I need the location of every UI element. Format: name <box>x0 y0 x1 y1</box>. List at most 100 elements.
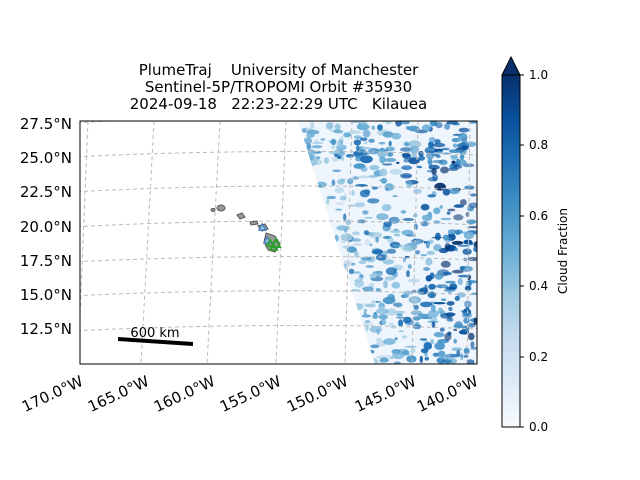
cloud-cell <box>398 330 405 333</box>
cloud-cell <box>359 189 370 198</box>
cloud-cell <box>364 239 371 246</box>
cloud-cell <box>424 356 429 361</box>
cloud-cell <box>388 140 392 147</box>
cloud-cell <box>428 283 436 290</box>
cloud-cell <box>442 188 451 196</box>
cloud-cell <box>371 186 378 190</box>
cloud-cell <box>343 213 347 221</box>
cloud-cell <box>379 168 388 177</box>
cloud-cell <box>416 165 423 169</box>
cloud-cell <box>335 202 346 206</box>
cloud-cell <box>401 335 408 339</box>
cloud-cell <box>420 301 433 308</box>
cloud-cell <box>413 223 418 230</box>
cloud-cell <box>369 232 383 239</box>
colorbar-tick-0-0: 0.0 <box>529 420 549 434</box>
lat-label-15-0: 15.0°N <box>19 286 72 304</box>
cloud-cell <box>392 351 405 360</box>
cloud-cell <box>438 307 443 314</box>
haleakala-volcano-icon <box>257 222 268 231</box>
cloud-cell <box>470 346 477 350</box>
cloud-cell <box>459 266 465 271</box>
cloud-cell <box>442 234 450 241</box>
cloud-cell <box>454 247 458 252</box>
cloud-cell <box>447 208 456 212</box>
cloud-cell <box>385 267 397 276</box>
cloud-cell <box>405 143 409 146</box>
cloud-cell <box>425 275 432 282</box>
cloud-cell <box>339 195 347 201</box>
cloud-cell <box>334 123 341 132</box>
cloud-cell <box>452 143 458 148</box>
cloud-cell <box>419 338 428 341</box>
cloud-cell <box>446 211 451 215</box>
cloud-cell <box>426 170 433 173</box>
cloud-cell <box>306 132 315 138</box>
cloud-cell <box>415 250 421 255</box>
colorbar-tick-0-2: 0.2 <box>529 350 549 364</box>
cloud-cell <box>352 242 363 247</box>
cloud-cell <box>378 305 385 314</box>
cloud-cell <box>369 273 377 279</box>
cloud-cell <box>325 122 333 130</box>
cloud-cell <box>434 182 446 191</box>
volcano-markers <box>257 222 282 251</box>
cloud-cell <box>450 154 459 159</box>
cloud-cell <box>371 125 376 130</box>
cloud-cell <box>423 240 428 244</box>
cloud-cell <box>372 314 379 320</box>
cloud-cell <box>411 151 417 159</box>
cloud-cell <box>389 229 401 234</box>
cloud-cell <box>427 177 438 182</box>
cloud-cell <box>383 221 392 228</box>
cloud-cell <box>460 353 464 361</box>
cloud-cell <box>393 302 403 307</box>
cloud-cell <box>362 129 371 138</box>
cloud-cell <box>347 178 354 185</box>
cloud-cell <box>338 150 346 156</box>
cloud-cell <box>453 214 464 221</box>
cloud-cell <box>463 354 469 358</box>
cloud-cell <box>365 303 377 308</box>
cloud-cell <box>467 205 474 212</box>
cloud-cell <box>466 219 477 225</box>
lat-label-25-0: 25.0°N <box>19 149 72 167</box>
cloud-cell <box>353 271 361 274</box>
cloud-cell <box>466 359 475 364</box>
gridlines <box>80 121 477 364</box>
cloud-cell <box>360 256 373 261</box>
cloud-cell <box>355 156 362 162</box>
cloud-cell <box>408 157 420 165</box>
cloud-cell <box>354 279 365 288</box>
cloud-cell <box>418 150 424 157</box>
cloud-cell <box>383 280 388 289</box>
hualalai-volcano-icon <box>265 238 276 247</box>
cloud-cell <box>419 316 433 320</box>
cloud-cell <box>312 141 324 145</box>
cloud-cell <box>406 355 417 363</box>
cloud-cell <box>453 338 458 344</box>
cloud-cell <box>431 321 436 329</box>
cloud-cell <box>362 152 370 155</box>
cloud-cell <box>368 147 380 155</box>
cloud-cell <box>451 160 456 164</box>
cloud-cell <box>446 318 454 322</box>
cloud-cell <box>414 321 420 326</box>
colorbar-tick-marks <box>520 74 524 428</box>
cloud-cell <box>365 265 374 268</box>
map-area <box>80 121 477 364</box>
cloud-cell <box>368 138 375 143</box>
cloud-cell <box>352 231 360 236</box>
cloud-cell <box>426 152 435 160</box>
niihau-island <box>210 208 216 212</box>
cloud-cell <box>382 163 393 166</box>
molokai-island <box>249 220 259 226</box>
cloud-cell <box>420 203 430 211</box>
colorbar-label: Cloud Fraction <box>556 208 570 294</box>
cloud-cell <box>324 157 329 164</box>
cloud-cell <box>388 216 400 224</box>
cloud-cell <box>433 207 441 215</box>
cloud-cell <box>411 297 417 302</box>
cloud-cell <box>460 310 465 313</box>
